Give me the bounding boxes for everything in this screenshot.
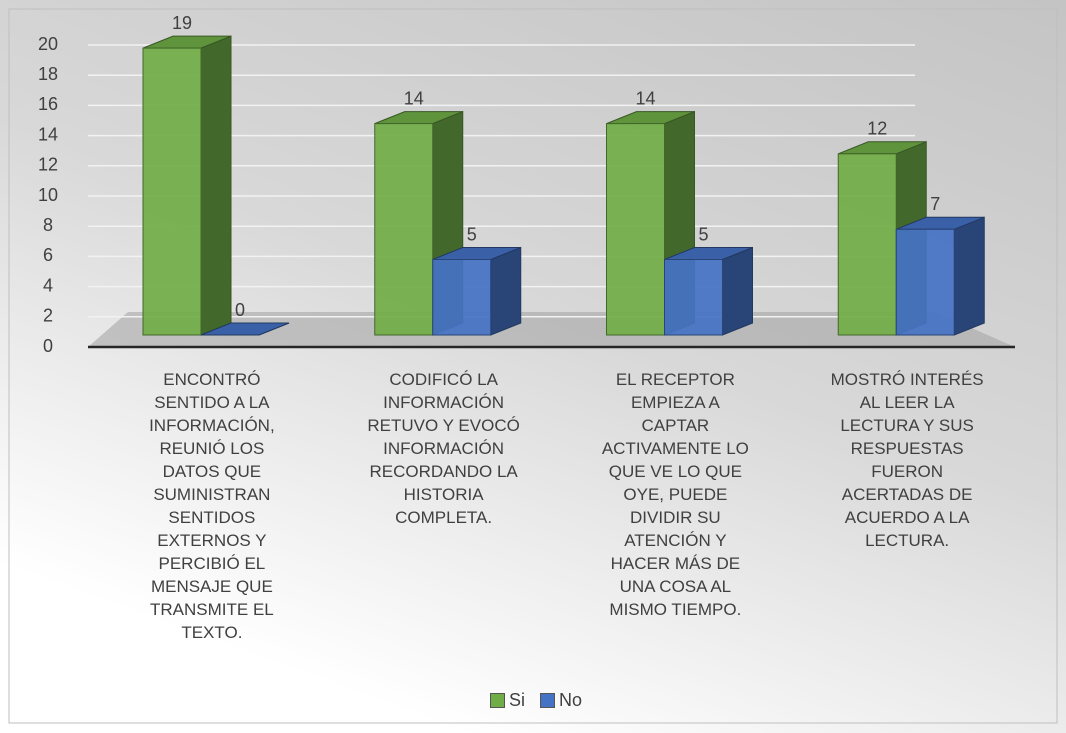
legend-swatch — [540, 693, 555, 708]
y-tick-label: 4 — [43, 275, 53, 295]
y-tick-label: 10 — [38, 185, 58, 205]
y-tick-label: 2 — [43, 306, 53, 326]
legend-item: No — [540, 690, 582, 711]
y-tick-label: 16 — [38, 94, 58, 114]
bar — [664, 246, 753, 336]
bar — [895, 216, 985, 336]
bar — [142, 35, 232, 336]
y-tick-label: 6 — [43, 245, 53, 265]
y-tick-label: 18 — [38, 64, 58, 84]
data-label: 5 — [698, 224, 708, 244]
y-tick-label: 12 — [38, 155, 58, 175]
legend-swatch — [490, 693, 505, 708]
bar-front — [142, 47, 202, 336]
legend-label: Si — [509, 690, 526, 710]
data-label: 14 — [635, 88, 655, 108]
bar-side — [722, 246, 753, 336]
bar-front — [664, 259, 723, 336]
data-label: 7 — [930, 194, 940, 214]
x-tick-label: ENCONTRÓ SENTIDO A LA INFORMACIÓN, REUNI… — [149, 370, 275, 642]
y-tick-label: 20 — [38, 34, 58, 54]
data-label: 19 — [172, 13, 192, 33]
data-label: 0 — [235, 300, 245, 320]
floor — [88, 312, 1015, 347]
border — [8, 8, 1058, 724]
x-tick-label: EL RECEPTOR EMPIEZA A CAPTAR ACTIVAMENTE… — [601, 370, 749, 619]
data-label: 5 — [467, 224, 477, 244]
bar-side — [953, 216, 985, 336]
legend-item: Si — [490, 690, 525, 711]
bar-top — [200, 322, 290, 336]
y-tick-label: 8 — [43, 215, 53, 235]
bar-front — [606, 123, 665, 336]
data-label: 14 — [404, 88, 424, 108]
x-tick-label: MOSTRÓ INTERÉS AL LEER LA LECTURA Y SUS … — [830, 370, 984, 550]
legend-label: No — [559, 690, 583, 710]
x-tick-label: CODIFICÓ LA INFORMACIÓN RETUVO Y EVOCÓ I… — [367, 370, 520, 527]
y-tick-label: 14 — [38, 124, 58, 144]
bar-front — [374, 123, 434, 336]
y-tick-label: 0 — [43, 336, 53, 356]
bar-front — [432, 259, 492, 336]
bar-front — [895, 228, 955, 336]
bar-side — [200, 35, 232, 336]
bar — [200, 322, 290, 336]
bar-front — [837, 153, 897, 336]
data-label: 12 — [867, 119, 887, 139]
bar — [432, 246, 522, 336]
bar-side — [490, 246, 522, 336]
